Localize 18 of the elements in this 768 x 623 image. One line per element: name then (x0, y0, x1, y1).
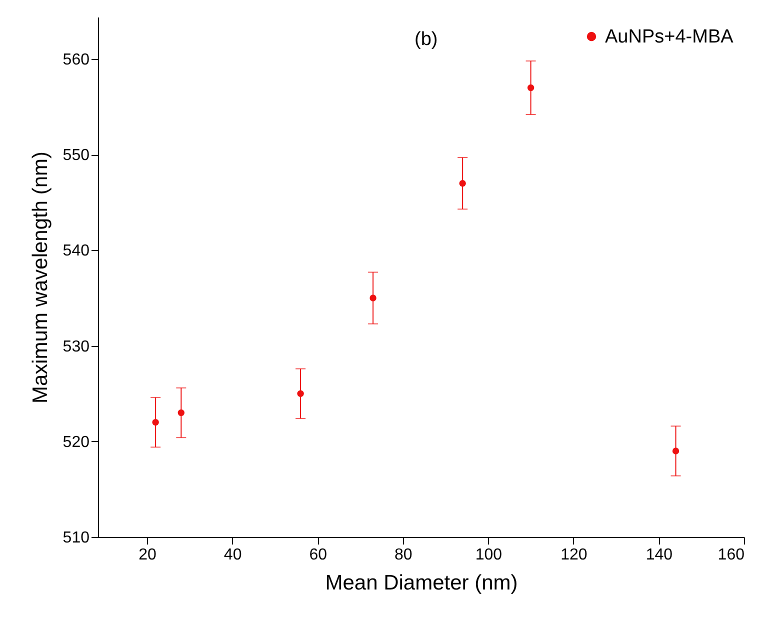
annotation: (b) (414, 29, 438, 50)
legend-label: AuNPs+4-MBA (605, 26, 734, 48)
x-tick-label: 40 (224, 546, 242, 564)
y-tick-label: 540 (62, 242, 90, 260)
y-tick-label: 560 (62, 52, 90, 69)
y-tick-label: 530 (62, 338, 90, 356)
y-tick-label: 510 (62, 530, 90, 546)
x-tick-label: 60 (309, 546, 328, 564)
x-tick-label: 160 (718, 546, 745, 564)
x-tick-label: 80 (394, 546, 412, 564)
x-tick-label: 20 (138, 546, 157, 564)
y-axis-title: Maximum wavelength (nm) (28, 151, 52, 404)
x-tick-label: 120 (560, 546, 588, 564)
y-tick-label: 520 (62, 434, 90, 451)
y-tick-label: 550 (62, 147, 90, 164)
x-tick-label: 140 (646, 546, 673, 564)
x-tick-label: 100 (475, 546, 502, 564)
x-axis-title: Mean Diameter (nm) (325, 572, 518, 594)
